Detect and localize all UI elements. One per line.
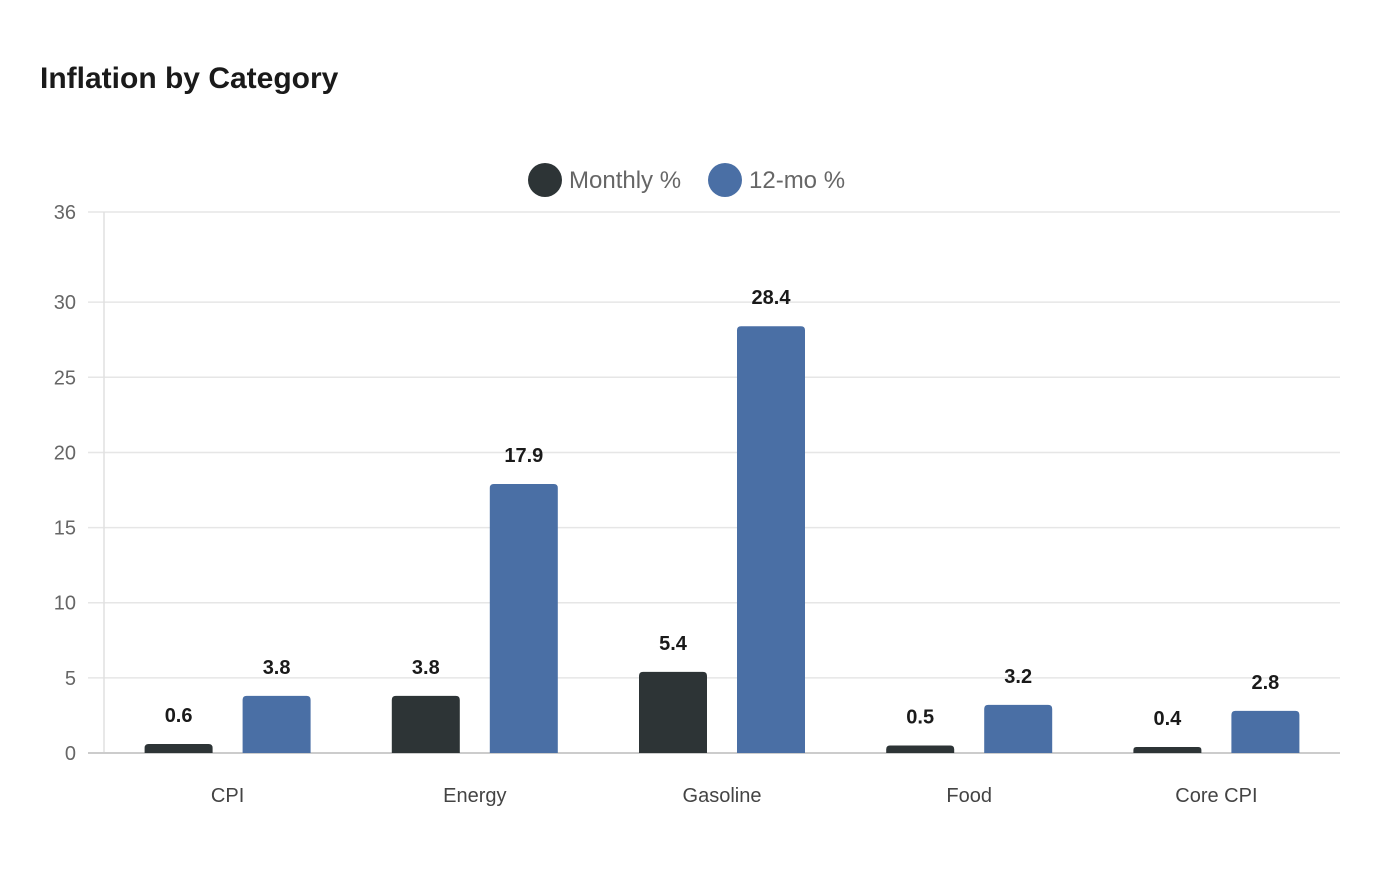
y-tick-label: 20 xyxy=(54,442,76,464)
legend-label: 12-mo % xyxy=(749,167,845,194)
x-tick-label: Gasoline xyxy=(683,785,762,807)
y-tick-label: 10 xyxy=(54,593,76,615)
bar-12mo-core-cpi[interactable] xyxy=(1231,710,1300,753)
bar-12mo-cpi[interactable] xyxy=(242,695,311,753)
y-tick-label: 0 xyxy=(65,743,76,765)
x-tick-label: Food xyxy=(946,785,992,807)
legend[interactable]: Monthly % 12-mo % xyxy=(528,163,845,197)
data-label: 2.8 xyxy=(1251,672,1279,694)
y-tick-label: 5 xyxy=(65,668,76,690)
data-label: 0.6 xyxy=(165,705,193,727)
y-tick-label: 36 xyxy=(54,202,76,224)
x-tick-label: Energy xyxy=(443,785,506,807)
legend-item-12mo[interactable]: 12-mo % xyxy=(708,163,845,197)
bar-12mo-food[interactable] xyxy=(984,704,1053,753)
x-tick-label: Core CPI xyxy=(1175,785,1257,807)
bar-monthly-cpi[interactable] xyxy=(144,743,213,753)
data-label: 5.4 xyxy=(659,633,688,655)
data-labels: 0.6 3.8 3.8 17.9 5.4 28.4 0.5 3.2 0.4 2.8 xyxy=(165,287,1280,730)
data-label: 3.2 xyxy=(1004,666,1032,688)
chart-title: Inflation by Category xyxy=(40,62,339,95)
bar-monthly-food[interactable] xyxy=(886,745,955,753)
y-tick-label: 30 xyxy=(54,292,76,314)
legend-label: Monthly % xyxy=(569,167,681,194)
legend-swatch xyxy=(708,163,742,197)
data-label: 0.4 xyxy=(1153,708,1182,730)
data-label: 0.5 xyxy=(906,706,934,728)
legend-swatch xyxy=(528,163,562,197)
y-tick-label: 15 xyxy=(54,518,76,540)
bar-monthly-energy[interactable] xyxy=(391,695,460,753)
bar-monthly-core-cpi[interactable] xyxy=(1133,746,1202,753)
data-label: 17.9 xyxy=(504,445,543,467)
data-label: 3.8 xyxy=(263,657,291,679)
x-tick-label: CPI xyxy=(211,785,244,807)
data-label: 28.4 xyxy=(752,287,792,309)
grid-lines xyxy=(88,211,1340,679)
bar-12mo-energy[interactable] xyxy=(489,484,558,753)
legend-item-monthly[interactable]: Monthly % xyxy=(528,163,681,197)
bar-monthly-gasoline[interactable] xyxy=(639,671,707,753)
bar-12mo-gasoline[interactable] xyxy=(737,326,805,753)
data-label: 3.8 xyxy=(412,657,440,679)
bars[interactable] xyxy=(144,326,1300,753)
y-tick-label: 25 xyxy=(54,367,76,389)
